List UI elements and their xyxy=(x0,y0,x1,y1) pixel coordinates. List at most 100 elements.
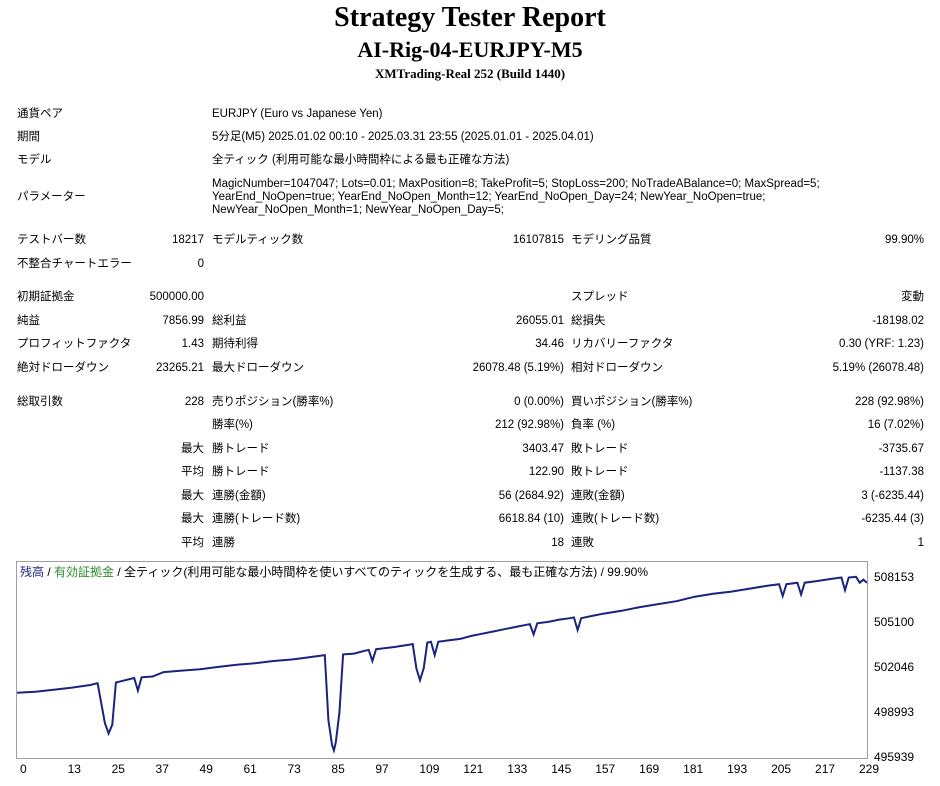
parameters-line-3: NewYear_NoOpen_Month=1; NewYear_NoOpen_D… xyxy=(212,204,504,216)
total-trades-value: 228 xyxy=(184,396,204,408)
balance-chart xyxy=(16,561,868,759)
expert-name: AI-Rig-04-EURJPY-M5 xyxy=(357,37,583,62)
max-drawdown-label: 最大ドローダウン xyxy=(212,362,304,374)
gross-profit-label: 総利益 xyxy=(212,315,247,327)
chart-legend: 残高 / 有効証拠金 / 全ティック(利用可能な最小時間枠を使いすべてのティック… xyxy=(20,563,648,580)
profit-factor-value: 1.43 xyxy=(181,338,204,350)
symbol-value: EURJPY (Euro vs Japanese Yen) xyxy=(212,108,383,120)
deposit-value: 500000.00 xyxy=(149,291,204,303)
recovery-factor-value: 0.30 (YRF: 1.23) xyxy=(838,338,924,350)
avg-consec-loss-label: 連敗 xyxy=(571,537,594,549)
avg-win-label: 勝トレード xyxy=(212,466,270,478)
consec-loss-count-value: -6235.44 (3) xyxy=(861,513,924,525)
net-profit-label: 純益 xyxy=(17,315,40,327)
y-tick-label: 505100 xyxy=(874,614,915,629)
parameters-label: パラメーター xyxy=(17,191,86,203)
parameters-line-1: MagicNumber=1047047; Lots=0.01; MaxPosit… xyxy=(212,178,820,190)
quality-value: 99.90% xyxy=(884,234,924,246)
absolute-drawdown-value: 23265.21 xyxy=(156,362,204,374)
period-label: 期間 xyxy=(17,131,40,143)
long-positions-value: 228 (92.98%) xyxy=(854,396,924,408)
x-tick-label: 181 xyxy=(683,762,704,776)
max-win-value: 3403.47 xyxy=(522,443,564,455)
x-tick-label: 13 xyxy=(67,762,81,776)
max-win-prefix: 最大 xyxy=(181,443,204,455)
loss-rate-label: 負率 (%) xyxy=(571,419,616,431)
bars-value: 18217 xyxy=(172,234,204,246)
x-tick-label: 205 xyxy=(771,762,792,776)
consec-loss-money-value: 3 (-6235.44) xyxy=(861,490,924,502)
server-info: XMTrading-Real 252 (Build 1440) xyxy=(374,66,566,81)
mismatch-value: 0 xyxy=(197,258,204,270)
profit-factor-label: プロフィットファクタ xyxy=(17,338,132,350)
mismatch-label: 不整合チャートエラー xyxy=(17,258,132,270)
gross-loss-label: 総損失 xyxy=(571,315,606,327)
avg-consec-win-value: 18 xyxy=(551,537,564,549)
max-loss-label: 敗トレード xyxy=(571,443,629,455)
x-tick-label: 49 xyxy=(199,762,213,776)
consec-money-prefix: 最大 xyxy=(181,490,204,502)
symbol-label: 通貨ペア xyxy=(17,108,63,120)
report-title: Strategy Tester Report xyxy=(334,2,606,33)
model-value: 全ティック (利用可能な最小時間枠による最も正確な方法) xyxy=(212,154,510,166)
parameters-line-2: YearEnd_NoOpen=true; YearEnd_NoOpen_Mont… xyxy=(212,191,766,203)
x-tick-label: 85 xyxy=(331,762,345,776)
period-value: 5分足(M5) 2025.01.02 00:10 - 2025.03.31 23… xyxy=(212,131,594,143)
short-positions-value: 0 (0.00%) xyxy=(514,396,564,408)
recovery-factor-label: リカバリーファクタ xyxy=(571,338,674,350)
y-tick-label: 495939 xyxy=(874,750,915,764)
consec-loss-count-label: 連敗(トレード数) xyxy=(571,513,660,525)
expected-payoff-label: 期待利得 xyxy=(212,338,258,350)
x-tick-label: 73 xyxy=(287,762,301,776)
legend-separator: / xyxy=(44,565,55,579)
max-win-label: 勝トレード xyxy=(212,443,270,455)
absolute-drawdown-label: 絶対ドローダウン xyxy=(17,362,109,374)
consec-win-count-label: 連勝(トレード数) xyxy=(212,513,301,525)
x-tick-label: 133 xyxy=(507,762,528,776)
avg-consec-loss-value: 1 xyxy=(917,537,924,549)
x-tick-label: 97 xyxy=(375,762,389,776)
quality-label: モデリング品質 xyxy=(571,234,652,246)
x-tick-label: 0 xyxy=(20,762,27,776)
deposit-label: 初期証拠金 xyxy=(17,291,75,303)
max-loss-value: -3735.67 xyxy=(878,443,924,455)
gross-loss-value: -18198.02 xyxy=(872,315,924,327)
legend-balance: 残高 xyxy=(20,565,45,579)
avg-consec-prefix: 平均 xyxy=(181,537,204,549)
consec-loss-money-label: 連敗(金額) xyxy=(571,490,625,502)
short-positions-label: 売りポジション(勝率%) xyxy=(212,396,334,408)
loss-rate-value: 16 (7.02%) xyxy=(867,419,924,431)
x-tick-label: 169 xyxy=(639,762,660,776)
balance-chart-plot xyxy=(16,575,868,754)
consec-count-prefix: 最大 xyxy=(181,513,204,525)
x-tick-label: 217 xyxy=(815,762,836,776)
y-tick-label: 498993 xyxy=(874,704,915,719)
x-tick-label: 193 xyxy=(727,762,748,776)
avg-loss-label: 敗トレード xyxy=(571,466,629,478)
avg-win-prefix: 平均 xyxy=(181,466,204,478)
consec-win-money-value: 56 (2684.92) xyxy=(498,490,564,502)
x-tick-label: 157 xyxy=(595,762,616,776)
model-label: モデル xyxy=(17,154,52,166)
win-rate-value: 212 (92.98%) xyxy=(494,419,564,431)
net-profit-value: 7856.99 xyxy=(162,315,204,327)
bars-label: テストバー数 xyxy=(17,234,86,246)
ticks-label: モデルティック数 xyxy=(212,234,304,246)
relative-drawdown-value: 5.19% (26078.48) xyxy=(832,362,924,374)
consec-win-money-label: 連勝(金額) xyxy=(212,490,266,502)
legend-description: / 全ティック(利用可能な最小時間枠を使いすべてのティックを生成する、最も正確な… xyxy=(114,565,648,579)
x-tick-label: 25 xyxy=(111,762,125,776)
ticks-value: 16107815 xyxy=(512,234,564,246)
x-tick-label: 145 xyxy=(551,762,572,776)
balance-line xyxy=(16,575,868,754)
total-trades-label: 総取引数 xyxy=(17,396,63,408)
spread-label: スプレッド xyxy=(571,291,629,303)
x-tick-label: 109 xyxy=(419,762,440,776)
consec-win-count-value: 6618.84 (10) xyxy=(498,513,564,525)
max-drawdown-value: 26078.48 (5.19%) xyxy=(472,362,564,374)
expected-payoff-value: 34.46 xyxy=(535,338,564,350)
avg-consec-win-label: 連勝 xyxy=(212,537,235,549)
avg-loss-value: -1137.38 xyxy=(879,466,924,478)
y-tick-label: 508153 xyxy=(874,570,915,584)
win-rate-label: 勝率(%) xyxy=(212,419,253,431)
